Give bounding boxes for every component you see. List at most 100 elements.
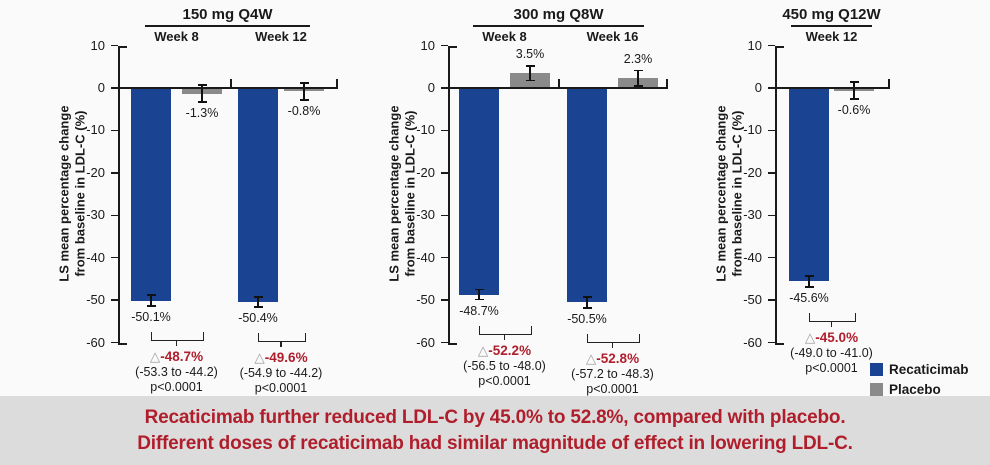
y-axis-tick-label: -60 <box>743 334 762 350</box>
y-axis-tick <box>111 214 118 217</box>
difference-bracket <box>809 312 856 322</box>
bar-recaticimab <box>459 88 499 295</box>
footer-text-line1: Recaticimab further reduced LDL-C by 45.… <box>144 406 846 428</box>
difference-value: △-48.7% <box>149 349 204 365</box>
y-axis-top-cap <box>777 45 784 48</box>
y-axis-top-cap <box>450 45 457 48</box>
zero-baseline <box>775 87 890 89</box>
y-axis-tick <box>111 299 118 301</box>
bar-recaticimab <box>789 88 829 282</box>
error-bar-cap-top <box>299 82 309 84</box>
legend-label: Placebo <box>889 381 941 397</box>
y-axis-tick-label: -10 <box>416 122 435 138</box>
y-axis-tick <box>111 44 118 47</box>
y-axis-tick <box>768 129 775 132</box>
bar-value-label: -45.6% <box>789 290 829 305</box>
bar-value-label: 2.3% <box>623 51 653 66</box>
y-axis-bottom-cap <box>120 342 127 345</box>
y-axis-tick <box>768 299 775 301</box>
difference-pvalue: p<0.0001 <box>150 380 203 395</box>
y-axis-tick-label: 0 <box>97 80 105 95</box>
difference-value: △-52.8% <box>585 350 640 366</box>
y-axis-tick-label: -50 <box>743 292 762 308</box>
error-bar-cap-bottom <box>197 101 207 103</box>
y-axis-tick-label: 10 <box>747 37 762 53</box>
y-axis-tick <box>441 214 448 217</box>
y-axis-line <box>118 45 120 345</box>
y-axis-line <box>775 45 777 345</box>
error-bar-line <box>201 85 203 102</box>
y-axis-title-text: LS mean percentage change from baseline i… <box>56 105 87 282</box>
difference-ci: (-57.2 to -48.3) <box>571 366 654 381</box>
error-bar-line <box>853 82 855 100</box>
bar-value-label: -48.7% <box>459 303 499 318</box>
bar-value-label: -1.3% <box>185 106 219 120</box>
difference-ci: (-49.0 to -41.0) <box>790 345 873 360</box>
y-axis-tick <box>111 341 118 344</box>
zero-baseline <box>118 87 338 89</box>
y-axis-tick <box>441 256 448 259</box>
triangle-icon: △ <box>585 350 597 366</box>
error-bar-cap-top <box>633 69 643 72</box>
y-axis-tick <box>441 44 448 47</box>
difference-bracket-stub <box>611 341 614 348</box>
y-axis-bottom-cap <box>777 342 784 345</box>
difference-pvalue: p<0.0001 <box>586 381 639 396</box>
y-axis-tick-label: -30 <box>86 207 105 223</box>
y-axis-tick <box>768 256 775 259</box>
y-axis-tick-label: -20 <box>743 164 762 180</box>
difference-bracket <box>151 332 204 342</box>
triangle-icon: △ <box>254 349 265 365</box>
y-axis-top-cap <box>120 45 127 48</box>
legend-label: Recaticimab <box>889 361 969 377</box>
error-bar-line <box>303 82 305 100</box>
panel-title-underline <box>473 25 644 27</box>
error-bar-cap-top <box>146 294 156 296</box>
y-axis-bottom-cap <box>450 342 457 345</box>
panel-title: 300 mg Q8W <box>513 6 604 23</box>
error-bar-cap-bottom <box>146 305 156 307</box>
error-bar-cap-bottom <box>299 99 309 101</box>
y-axis-tick <box>768 214 775 217</box>
week-label: Week 16 <box>586 29 639 44</box>
error-bar-line <box>808 275 810 287</box>
triangle-icon: △ <box>477 342 489 358</box>
baseline-end-tick <box>888 79 890 87</box>
panel-title: 450 mg Q12W <box>782 6 881 23</box>
difference-pvalue: p<0.0001 <box>254 380 308 395</box>
y-axis-tick <box>768 172 775 174</box>
y-axis-title-text: LS mean percentage change from baseline i… <box>386 105 417 282</box>
error-bar-line <box>637 70 639 86</box>
week-label: Week 12 <box>805 29 858 44</box>
error-bar-cap-bottom <box>474 298 484 301</box>
error-bar-cap-bottom <box>582 307 592 309</box>
panel-title: 150 mg Q4W <box>182 6 273 23</box>
legend-swatch-icon <box>870 382 883 396</box>
y-axis-tick <box>111 256 118 259</box>
y-axis-tick-label: -60 <box>416 334 435 350</box>
bar-value-label: -50.4% <box>238 310 278 325</box>
error-bar-cap-top <box>582 296 592 298</box>
y-axis-tick <box>441 172 448 174</box>
difference-pvalue: p<0.0001 <box>478 373 531 388</box>
y-axis-tick-label: 10 <box>420 37 435 53</box>
bar-value-label: -50.1% <box>131 310 171 325</box>
panel-title-underline <box>145 25 310 27</box>
bar-recaticimab <box>238 88 278 302</box>
y-axis-tick-label: -30 <box>416 207 435 223</box>
footer-banner: Recaticimab further reduced LDL-C by 45.… <box>0 396 990 465</box>
difference-ci: (-53.3 to -44.2) <box>135 365 218 380</box>
y-axis-tick-label: -20 <box>86 164 105 180</box>
y-axis-tick-label: -10 <box>743 122 762 138</box>
y-axis-tick <box>768 87 775 89</box>
y-axis-tick <box>111 87 118 89</box>
difference-ci: (-56.5 to -48.0) <box>463 358 546 373</box>
y-axis-title-text: LS mean percentage change from baseline i… <box>713 105 744 282</box>
error-bar-cap-bottom <box>633 85 643 87</box>
difference-value: △-52.2% <box>477 342 532 358</box>
y-axis-tick-label: -40 <box>416 249 435 265</box>
y-axis-tick <box>768 44 775 47</box>
bar-value-label: -0.8% <box>287 103 321 118</box>
